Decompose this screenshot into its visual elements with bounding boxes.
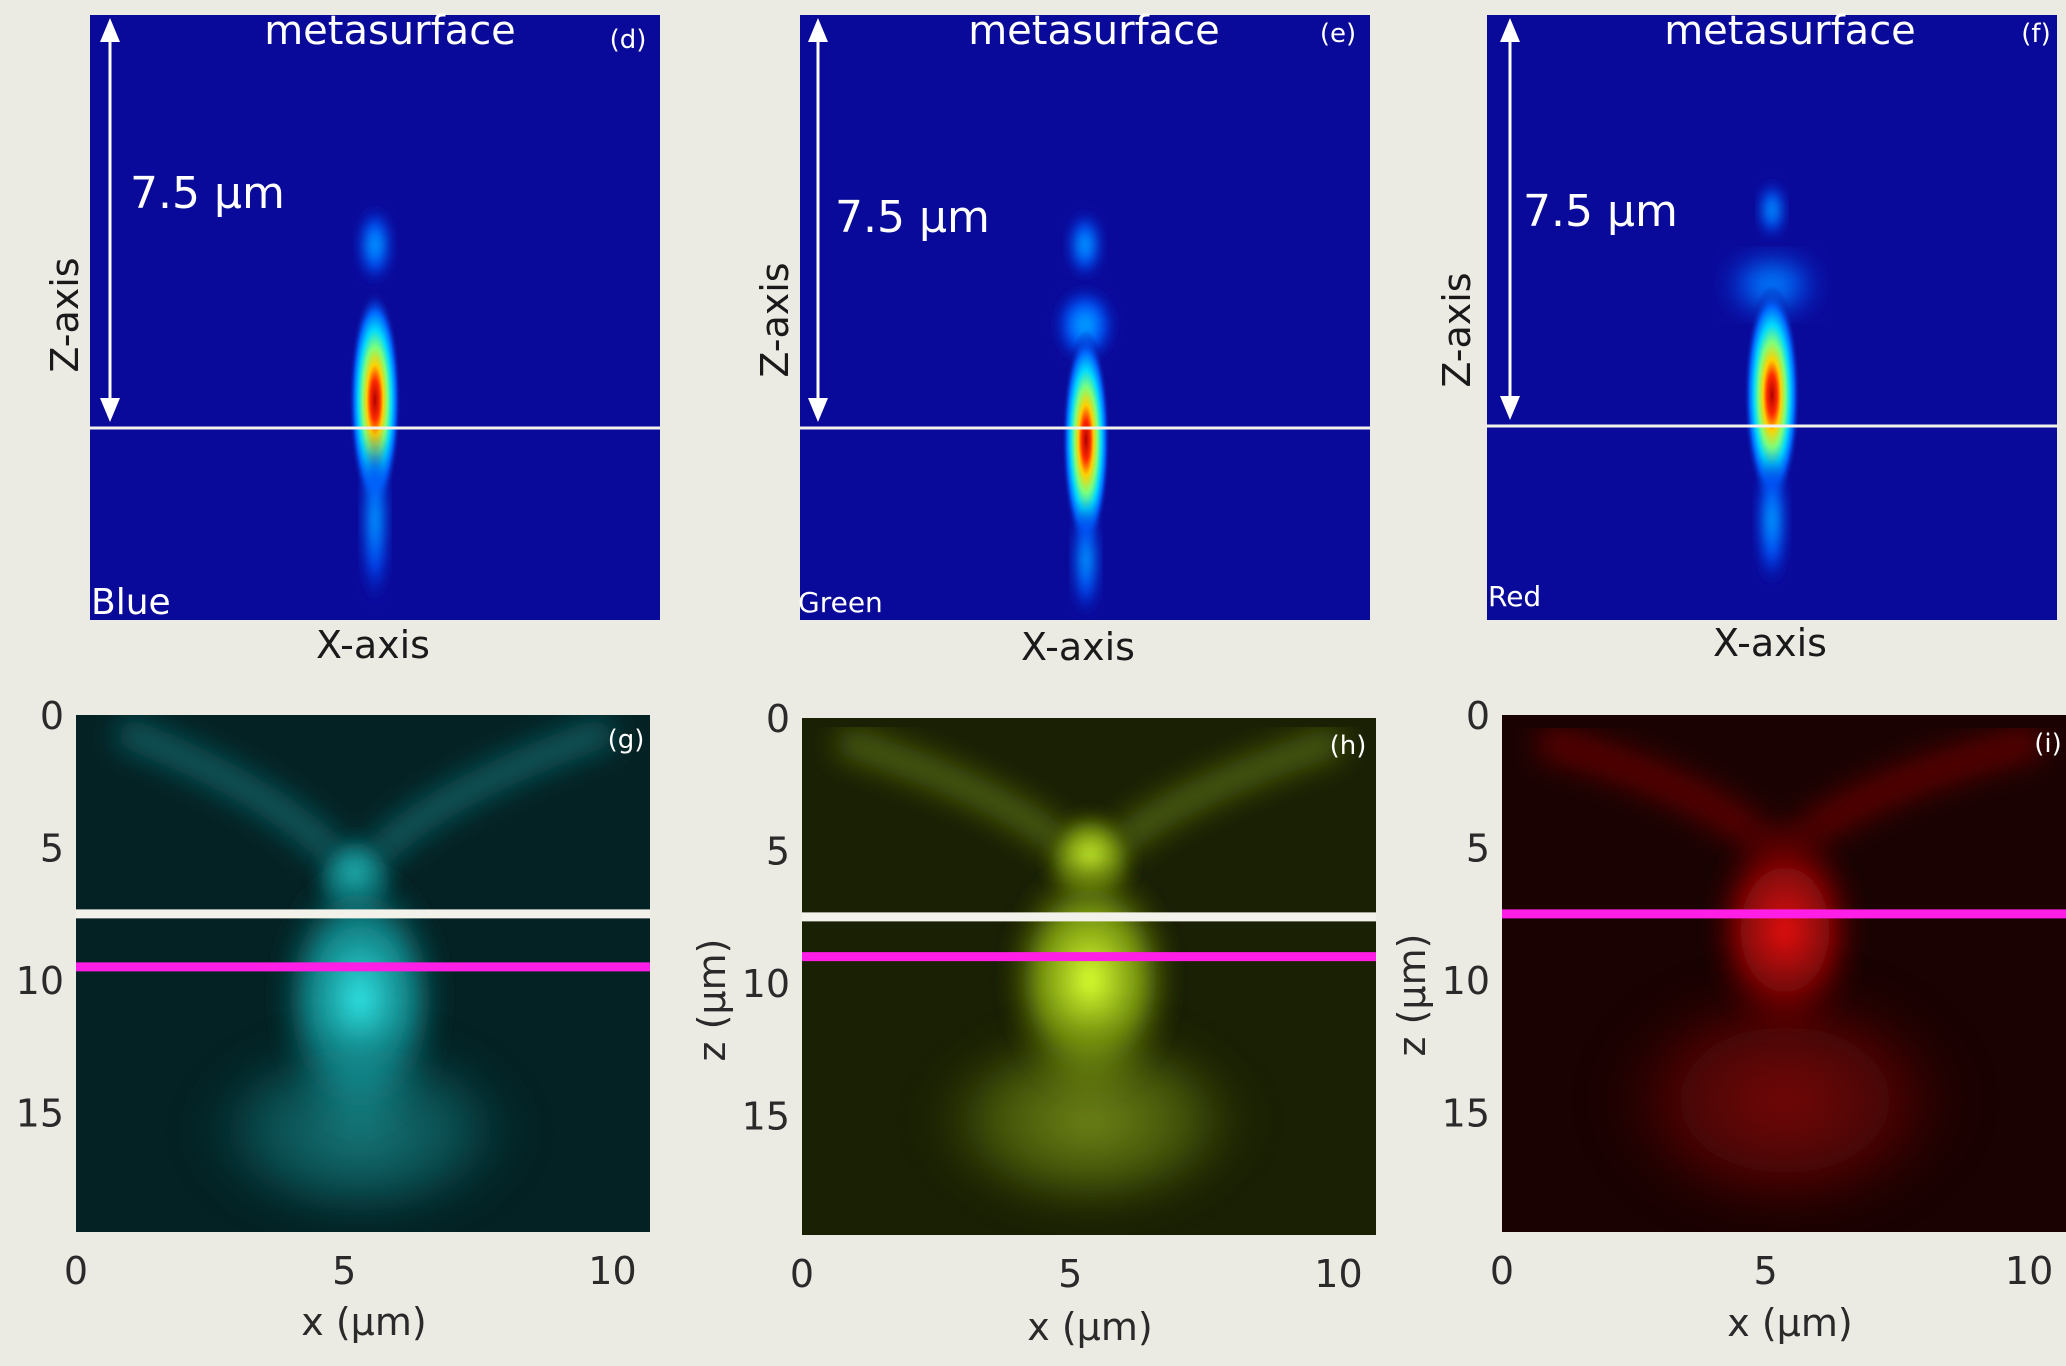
panel-d-xlabel: X-axis bbox=[316, 623, 430, 667]
chart-h: (h) x (µm) z (µm) 0 5 10 0 5 10 15 bbox=[690, 697, 1376, 1349]
chart-h-xlabel: x (µm) bbox=[1027, 1305, 1152, 1349]
panel-f-xlabel: X-axis bbox=[1713, 621, 1827, 665]
chart-i-x-tick-label: 5 bbox=[1753, 1249, 1777, 1293]
panel-f-focal-spot bbox=[1744, 285, 1800, 505]
panel-d-title: metasurface bbox=[264, 8, 516, 54]
chart-g-y-tick-label: 10 bbox=[16, 959, 64, 1003]
panel-e-distance-label: 7.5 µm bbox=[835, 192, 990, 243]
panel-d-side-lobe bbox=[357, 205, 393, 285]
panel-e-tail bbox=[1072, 500, 1100, 620]
panel-d-focal-spot bbox=[349, 290, 401, 510]
chart-i-x-tick-label: 10 bbox=[2005, 1249, 2053, 1293]
panel-f-title: metasurface bbox=[1664, 8, 1916, 54]
panel-d-tail bbox=[361, 430, 389, 610]
chart-h-lower-spread bbox=[910, 1010, 1270, 1230]
chart-g-lower-spread bbox=[180, 1020, 540, 1232]
chart-i-xlabel: x (µm) bbox=[1727, 1301, 1852, 1345]
panel-e-side-lobe-2 bbox=[1053, 285, 1117, 365]
panel-e-color-label: Green bbox=[798, 586, 883, 619]
chart-g-y-tick-label: 0 bbox=[40, 694, 64, 738]
chart-h-x-tick-label: 10 bbox=[1314, 1252, 1362, 1296]
panel-d: metasurface (d) 7.5 µm Blue X-axis Z-axi… bbox=[43, 8, 660, 667]
chart-h-x-tick-label: 5 bbox=[1058, 1252, 1082, 1296]
chart-g-x-tick-label: 5 bbox=[332, 1249, 356, 1293]
panel-f-tail bbox=[1756, 450, 1788, 590]
chart-h-y-tick-label: 10 bbox=[742, 962, 790, 1006]
chart-h-x-tick-label: 0 bbox=[790, 1252, 814, 1296]
panel-e-title: metasurface bbox=[968, 8, 1220, 54]
chart-i: (i) x (µm) z (µm) 0 5 10 0 5 10 15 bbox=[1390, 694, 2066, 1345]
panel-f-color-label: Red bbox=[1488, 580, 1541, 613]
chart-g-y-tick-label: 5 bbox=[40, 827, 64, 871]
chart-g-x-tick-label: 10 bbox=[588, 1249, 636, 1293]
panel-f-ylabel: Z-axis bbox=[1435, 272, 1479, 387]
panel-f-distance-label: 7.5 µm bbox=[1523, 186, 1678, 237]
chart-g-panel-label: (g) bbox=[608, 725, 645, 755]
panel-e-ylabel: Z-axis bbox=[753, 262, 797, 377]
panel-d-ylabel: Z-axis bbox=[43, 257, 87, 372]
chart-h-y-tick-label: 15 bbox=[742, 1095, 790, 1139]
chart-i-panel-label: (i) bbox=[2034, 729, 2062, 759]
chart-g-x-tick-label: 0 bbox=[64, 1249, 88, 1293]
chart-i-ylabel: z (µm) bbox=[1390, 934, 1434, 1057]
panel-e-label: (e) bbox=[1320, 19, 1356, 49]
chart-i-y-tick-label: 10 bbox=[1442, 959, 1490, 1003]
chart-h-ylabel: z (µm) bbox=[690, 939, 734, 1062]
panel-e-focal-spot bbox=[1062, 330, 1110, 550]
panel-f: metasurface (f) 7.5 µm Red X-axis Z-axis bbox=[1435, 8, 2057, 665]
chart-g-y-tick-label: 15 bbox=[16, 1092, 64, 1136]
panel-f-side-lobe-1 bbox=[1758, 180, 1786, 240]
panel-e-side-lobe-1 bbox=[1067, 210, 1103, 280]
panel-e: metasurface (e) 7.5 µm Green X-axis Z-ax… bbox=[753, 8, 1370, 669]
panel-d-distance-label: 7.5 µm bbox=[130, 168, 285, 219]
chart-i-y-tick-label: 15 bbox=[1442, 1092, 1490, 1136]
chart-h-y-tick-label: 5 bbox=[766, 830, 790, 874]
chart-g-overlay bbox=[76, 909, 650, 972]
panel-d-color-label: Blue bbox=[91, 582, 171, 623]
chart-g: (g) x (µm) 0 5 10 0 5 10 15 bbox=[16, 694, 650, 1344]
chart-i-x-tick-label: 0 bbox=[1490, 1249, 1514, 1293]
panel-f-label: (f) bbox=[2021, 19, 2050, 49]
chart-h-y-tick-label: 0 bbox=[766, 697, 790, 741]
chart-h-overlay bbox=[802, 912, 1376, 962]
chart-i-y-tick-label: 5 bbox=[1466, 827, 1490, 871]
panel-d-label: (d) bbox=[610, 25, 647, 55]
chart-i-y-tick-label: 0 bbox=[1466, 694, 1490, 738]
chart-h-panel-label: (h) bbox=[1330, 731, 1367, 761]
chart-g-xlabel: x (µm) bbox=[301, 1300, 426, 1344]
chart-i-lower-spread bbox=[1585, 960, 1985, 1232]
panel-e-xlabel: X-axis bbox=[1021, 625, 1135, 669]
